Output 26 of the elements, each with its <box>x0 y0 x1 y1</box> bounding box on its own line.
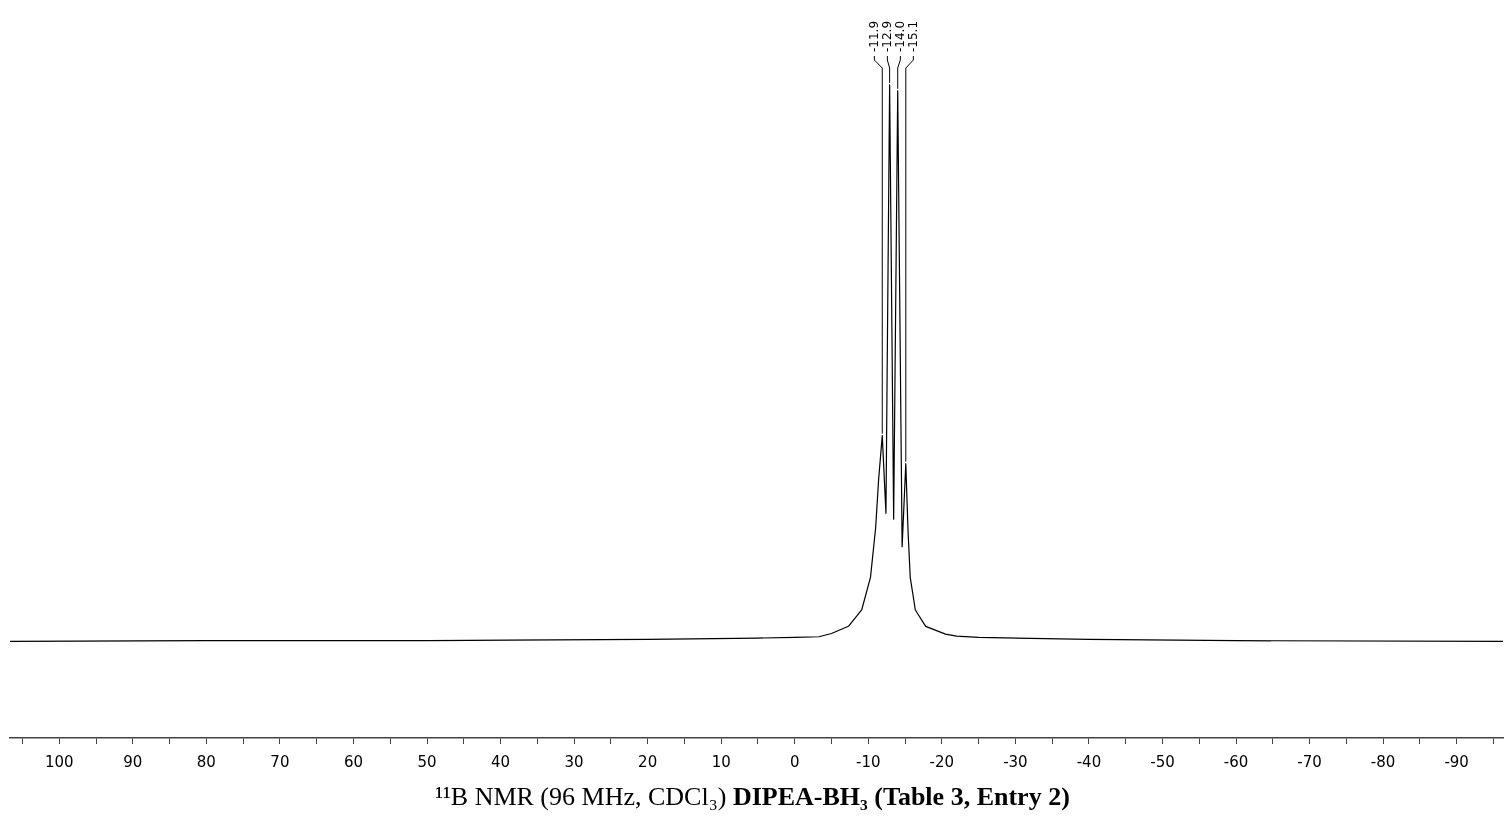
x-tick-label: -20 <box>929 752 955 771</box>
annotation: -11.9 <box>867 20 882 52</box>
x-tick-label: -80 <box>1370 752 1396 771</box>
x-tick-label: -50 <box>1150 752 1175 771</box>
x-tick-label: 100 <box>44 752 74 771</box>
x-tick-label: 60 <box>343 752 364 771</box>
x-tick-label: 50 <box>417 752 437 771</box>
x-tick-label: 0 <box>789 752 800 771</box>
x-tick-label: 80 <box>196 752 216 771</box>
annotation: -12.9 <box>880 20 895 52</box>
x-tick-label: -10 <box>856 752 881 771</box>
x-tick-label: 10 <box>711 752 731 771</box>
text: DIPEA-BH₃ (Table 3, Entry 2) <box>732 782 1070 811</box>
annotation: -15.1 <box>906 20 921 52</box>
annotation: -14.0 <box>893 20 908 52</box>
text: ¹¹B NMR (96 MHz, CDCl₃) <box>435 782 727 811</box>
x-tick-label: -70 <box>1297 752 1322 771</box>
x-tick-label: -90 <box>1444 752 1469 771</box>
x-tick-label: 90 <box>123 752 143 771</box>
x-tick-label: -30 <box>1003 752 1028 771</box>
x-tick-label: -60 <box>1223 752 1249 771</box>
x-tick-label: 20 <box>638 752 658 771</box>
x-tick-label: 70 <box>270 752 290 771</box>
x-tick-label: -40 <box>1076 752 1102 771</box>
x-tick-label: 40 <box>491 752 511 771</box>
x-tick-label: 30 <box>564 752 584 771</box>
